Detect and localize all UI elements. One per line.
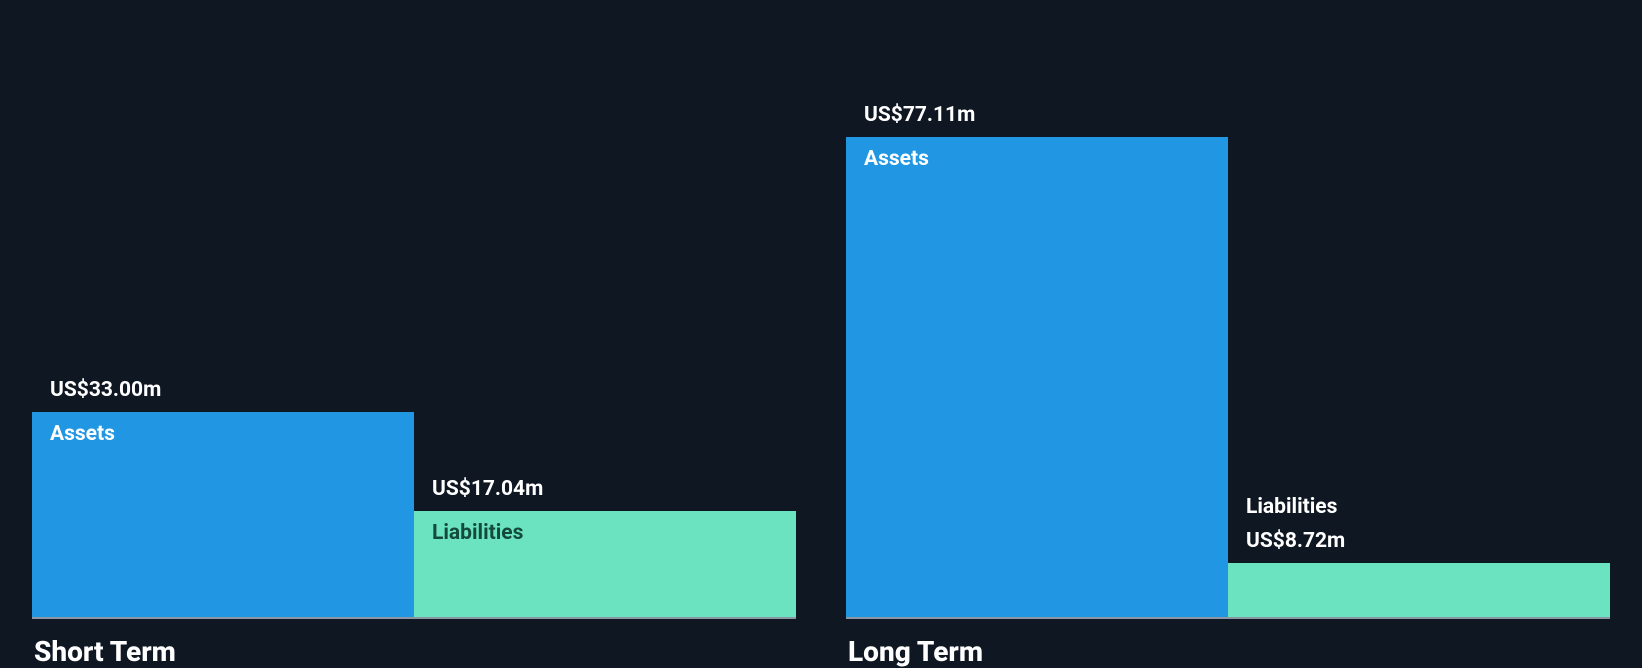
financials-bar-chart: US$33.00m Assets US$17.04m Liabilities S…: [0, 0, 1642, 668]
value-label-long-term-liabilities: US$8.72m: [1228, 529, 1610, 563]
bar-col-short-term-assets: US$33.00m Assets: [32, 378, 414, 617]
group-title-short-term: Short Term: [32, 619, 796, 668]
bar-long-term-liabilities: Liabilities: [1228, 563, 1610, 617]
bars-row-short-term: US$33.00m Assets US$17.04m Liabilities: [32, 378, 796, 619]
bar-label-long-term-assets: Assets: [864, 147, 929, 171]
bar-col-long-term-assets: US$77.11m Assets: [846, 103, 1228, 617]
group-title-long-term: Long Term: [846, 619, 1610, 668]
value-label-short-term-assets: US$33.00m: [32, 378, 414, 412]
panel-short-term: US$33.00m Assets US$17.04m Liabilities S…: [32, 0, 796, 668]
bar-short-term-assets: Assets: [32, 412, 414, 617]
value-label-short-term-liabilities: US$17.04m: [414, 477, 796, 511]
bar-label-short-term-liabilities: Liabilities: [432, 521, 523, 545]
bar-label-short-term-assets: Assets: [50, 422, 115, 446]
bar-label-long-term-liabilities-outside: Liabilities: [1228, 495, 1610, 529]
value-label-long-term-assets: US$77.11m: [846, 103, 1228, 137]
bar-short-term-liabilities: Liabilities: [414, 511, 796, 617]
bar-long-term-assets: Assets: [846, 137, 1228, 617]
panel-long-term: US$77.11m Assets Liabilities US$8.72m Li…: [846, 0, 1610, 668]
bar-col-short-term-liabilities: US$17.04m Liabilities: [414, 477, 796, 617]
bar-col-long-term-liabilities: Liabilities US$8.72m Liabilities: [1228, 495, 1610, 617]
bars-row-long-term: US$77.11m Assets Liabilities US$8.72m Li…: [846, 103, 1610, 619]
